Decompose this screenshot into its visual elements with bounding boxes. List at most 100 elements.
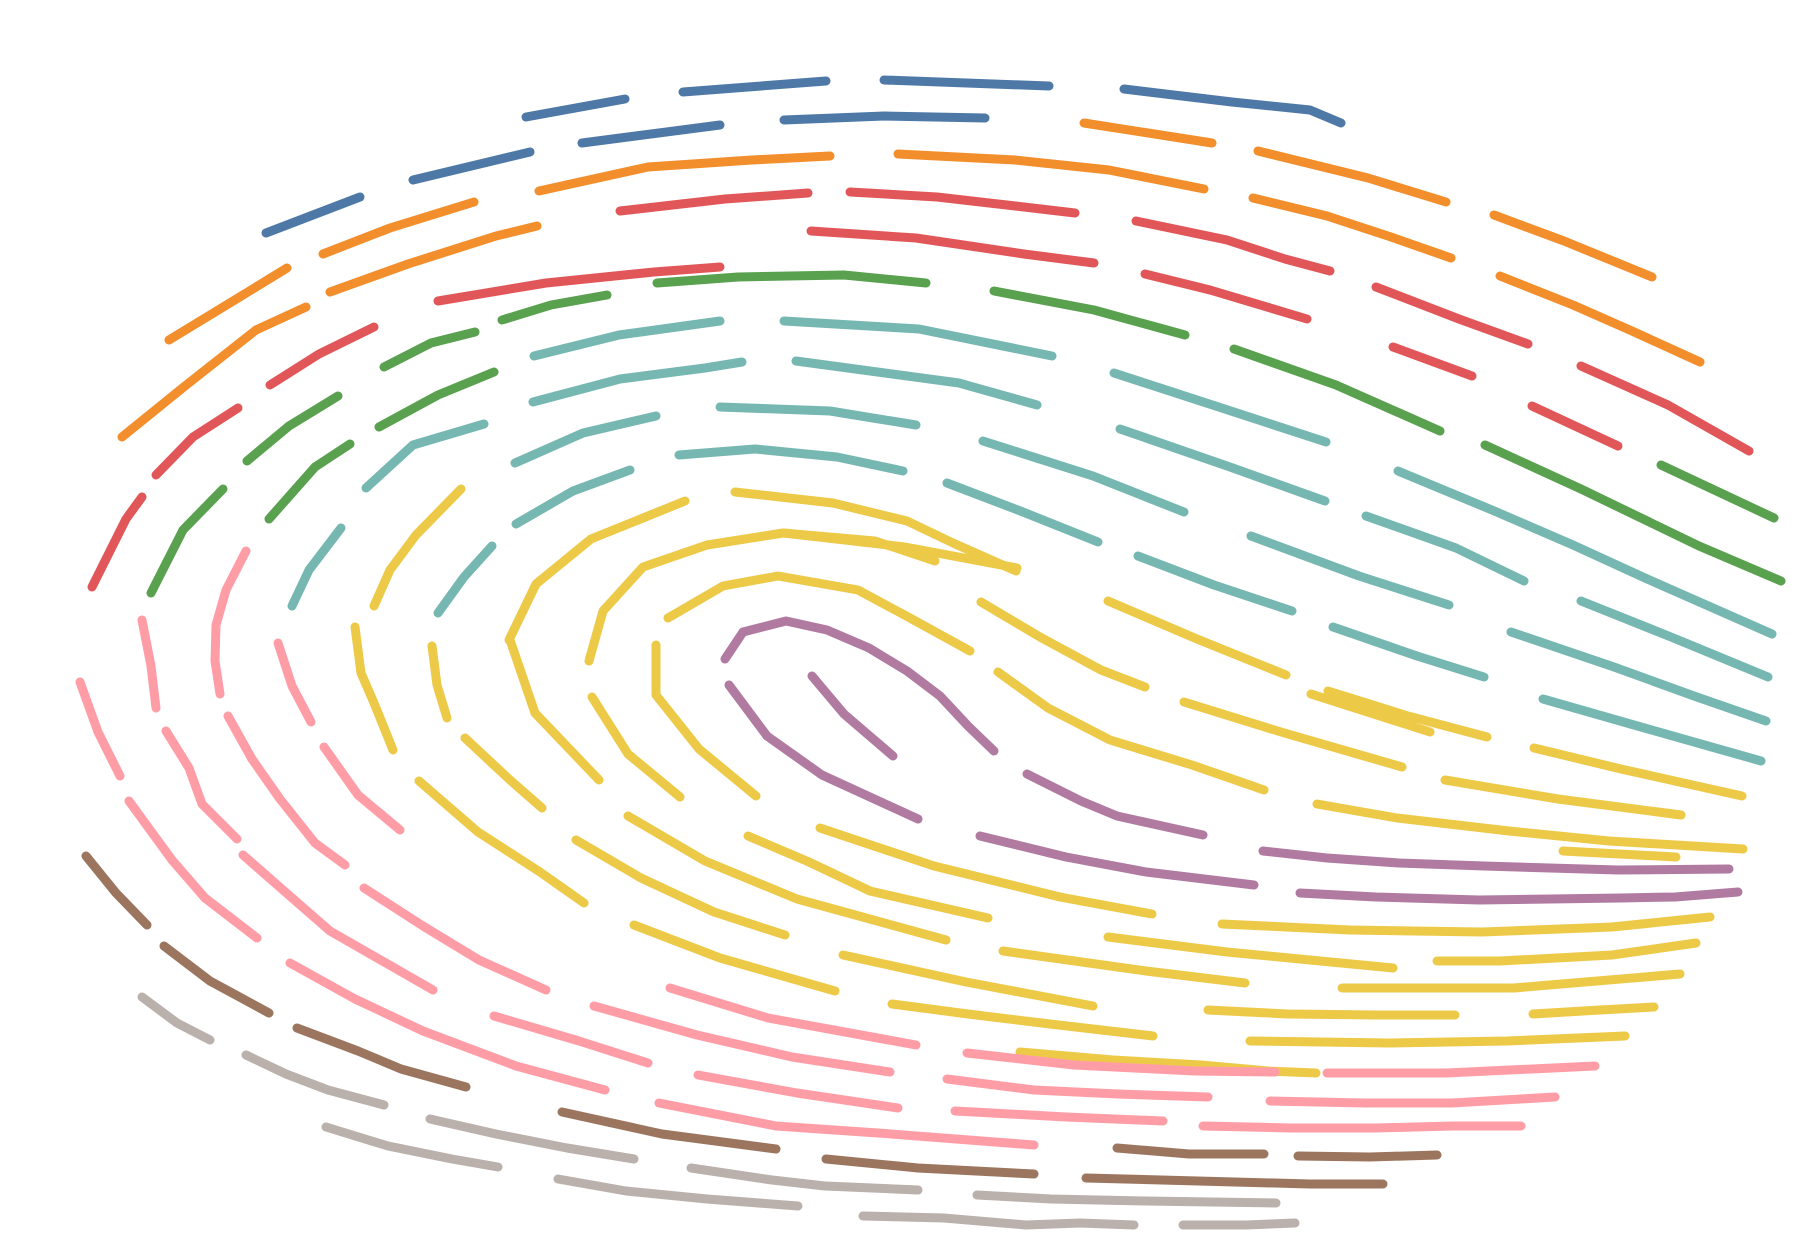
ridge-gray-8	[972, 1190, 1281, 1208]
ridge-purple-2	[807, 671, 898, 761]
ridge-teal-9	[791, 356, 1042, 410]
ridge-gray-9	[1178, 1218, 1300, 1230]
ridge-teal-18	[1361, 511, 1529, 586]
ridge-teal-11	[674, 444, 908, 476]
ridge-yellow-6	[414, 776, 589, 908]
ridge-pink-13	[589, 1001, 895, 1077]
ridge-green-1	[146, 484, 228, 598]
ridge-teal-1	[287, 523, 346, 611]
ridge-green-3	[242, 391, 343, 466]
ridge-yellow-9	[779, 528, 1022, 573]
ridge-red-3	[265, 322, 379, 390]
ridge-purple-4	[1022, 769, 1208, 840]
ridge-yellow-22	[1558, 846, 1681, 862]
ridge-yellow-3	[427, 641, 452, 723]
ridge-yellow-30	[998, 946, 1250, 988]
ridge-green-11	[1656, 460, 1779, 523]
ridge-gray-3	[321, 1122, 503, 1172]
ridge-yellow-18	[1323, 686, 1492, 742]
ridge-pink-6	[124, 796, 262, 943]
ridge-blue-2	[408, 147, 535, 185]
ridge-pink-15	[693, 1070, 903, 1113]
ridge-blue-7	[879, 75, 1054, 91]
ridge-pink-17	[962, 1048, 1280, 1077]
ridge-pink-20	[1198, 1121, 1526, 1133]
ridge-teal-12	[942, 478, 1103, 547]
ridge-blue-4	[577, 120, 725, 148]
ridge-green-10	[1480, 440, 1786, 586]
ridge-pink-10	[285, 958, 610, 1095]
ridge-pink-5	[75, 677, 125, 781]
ridge-teal-10	[715, 402, 921, 430]
ridge-yellow-8	[584, 528, 940, 666]
ridge-teal-14	[1109, 368, 1331, 447]
ridge-orange-2	[117, 302, 311, 442]
ridge-pink-9	[238, 850, 438, 995]
ridge-yellow-39	[1245, 1031, 1630, 1048]
ridge-pink-18	[942, 1074, 1213, 1102]
ridge-red-4	[433, 262, 725, 306]
ridge-red-1	[87, 492, 147, 592]
ridge-brown-1	[81, 851, 152, 930]
ridge-yellow-33	[1432, 938, 1701, 966]
ridge-green-9	[1229, 344, 1445, 436]
ridge-pink-14	[665, 983, 921, 1050]
ridge-red-12	[1576, 361, 1754, 456]
ridge-orange-10	[1489, 210, 1657, 282]
ridge-teal-21	[1576, 596, 1773, 682]
ridge-yellow-24	[571, 835, 790, 940]
ridge-teal-23	[1538, 694, 1766, 766]
ridge-yellow-4	[505, 635, 604, 785]
ridge-red-5	[615, 188, 813, 216]
ridge-pink-22	[1322, 1061, 1600, 1078]
ridge-teal-6	[529, 316, 725, 361]
ridge-yellow-27	[815, 823, 1157, 919]
ridge-teal-5	[511, 465, 635, 529]
ridge-teal-16	[1133, 551, 1297, 616]
ridge-blue-3	[521, 94, 630, 122]
ridge-red-10	[1371, 282, 1533, 349]
ridge-brown-2	[159, 941, 274, 1018]
ridge-yellow-13	[587, 692, 685, 802]
ridge-orange-11	[1495, 271, 1705, 367]
ridge-pink-11	[359, 883, 551, 995]
ridge-pink-2	[210, 546, 251, 699]
ridge-yellow-23	[1306, 689, 1435, 737]
ridge-teal-4	[510, 411, 661, 468]
ridge-pink-21	[1265, 1092, 1560, 1108]
ridge-gray-2	[241, 1050, 389, 1110]
ridge-purple-5	[975, 831, 1259, 890]
ridge-yellow-17	[1179, 697, 1407, 772]
ridge-green-6	[497, 290, 612, 325]
ridge-yellow-7	[504, 496, 690, 645]
ridge-yellow-19	[1529, 743, 1747, 801]
ridge-pink-16	[654, 1098, 1039, 1150]
ridge-yellow-20	[1440, 775, 1686, 820]
ridge-red-7	[806, 226, 1099, 268]
ridge-blue-1	[261, 192, 365, 238]
ridge-brown-3	[292, 1023, 471, 1092]
ridge-pink-4	[161, 726, 242, 844]
ridge-brown-7	[1112, 1143, 1269, 1159]
ridge-teal-22	[1506, 627, 1771, 726]
ridge-orange-1	[164, 263, 292, 345]
ridge-teal-20	[1393, 466, 1777, 639]
ridge-yellow-25	[623, 811, 951, 945]
ridge-gray-7	[858, 1211, 1139, 1230]
ridge-teal-19	[1328, 622, 1489, 682]
ridge-yellow-12	[651, 640, 761, 801]
ridge-teal-7	[528, 357, 747, 407]
ridge-green-5	[379, 327, 480, 372]
ridge-orange-8	[1253, 146, 1451, 207]
ridge-orange-6	[893, 149, 1209, 194]
ridge-teal-3	[433, 541, 497, 618]
ridge-brown-6	[1081, 1173, 1388, 1189]
ridge-pink-8	[319, 742, 405, 835]
ridge-pink-3	[273, 638, 316, 727]
ridge-teal-17	[1246, 531, 1454, 610]
ridge-orange-4	[325, 221, 542, 297]
ridge-yellow-29	[838, 950, 1098, 1011]
ridge-brown-4	[557, 1107, 781, 1154]
ridge-yellow-28	[629, 920, 840, 996]
